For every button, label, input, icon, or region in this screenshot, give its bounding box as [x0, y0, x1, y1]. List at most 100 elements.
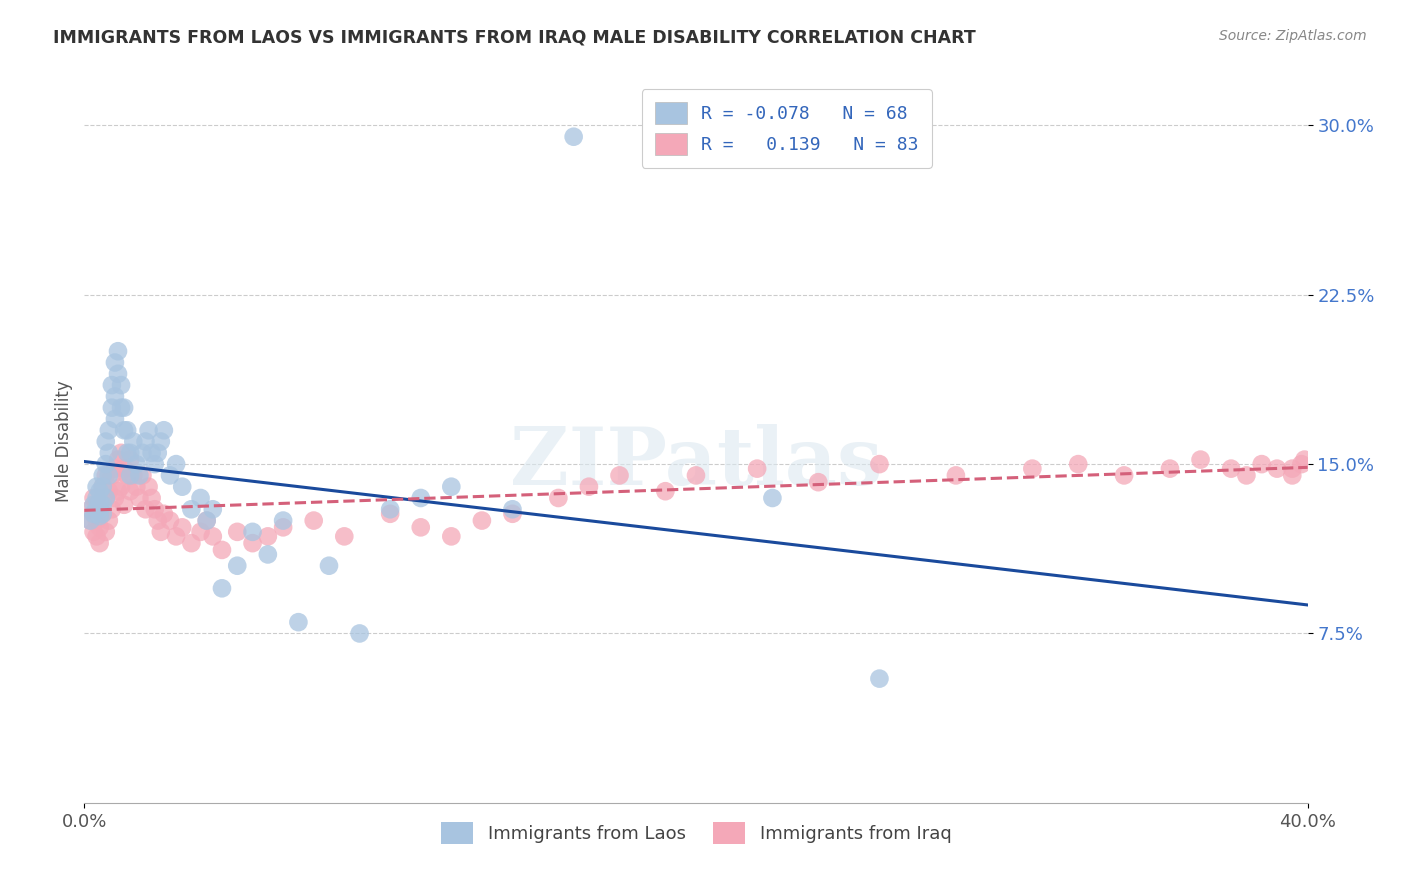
Point	[110, 446, 132, 460]
Point	[1291, 457, 1313, 471]
Point	[1294, 452, 1316, 467]
Point	[112, 461, 135, 475]
Point	[409, 520, 432, 534]
Point	[94, 491, 117, 505]
Point	[91, 507, 114, 521]
Point	[201, 529, 224, 543]
Point	[86, 529, 108, 543]
Point	[107, 367, 129, 381]
Point	[1189, 452, 1212, 467]
Point	[86, 480, 108, 494]
Point	[349, 626, 371, 640]
Point	[101, 502, 124, 516]
Point	[761, 491, 783, 505]
Point	[86, 502, 108, 516]
Point	[226, 558, 249, 573]
Point	[1281, 468, 1303, 483]
Point	[172, 520, 194, 534]
Point	[143, 502, 166, 516]
Point	[112, 498, 135, 512]
Point	[135, 434, 157, 449]
Point	[502, 502, 524, 516]
Point	[257, 548, 280, 562]
Point	[91, 480, 114, 494]
Point	[409, 491, 432, 505]
Point	[112, 401, 135, 415]
Point	[89, 502, 111, 516]
Point	[120, 484, 142, 499]
Point	[562, 129, 585, 144]
Point	[869, 672, 891, 686]
Point	[159, 514, 181, 528]
Point	[89, 502, 111, 516]
Point	[97, 484, 120, 499]
Point	[110, 378, 132, 392]
Point	[131, 468, 153, 483]
Point	[1159, 461, 1181, 475]
Point	[89, 509, 111, 524]
Text: Source: ZipAtlas.com: Source: ZipAtlas.com	[1219, 29, 1367, 43]
Point	[94, 491, 117, 505]
Point	[578, 480, 600, 494]
Point	[153, 507, 176, 521]
Point	[609, 468, 631, 483]
Point	[153, 423, 176, 437]
Point	[180, 536, 202, 550]
Point	[97, 446, 120, 460]
Y-axis label: Male Disability: Male Disability	[55, 381, 73, 502]
Point	[242, 536, 264, 550]
Point	[79, 514, 101, 528]
Point	[94, 468, 117, 483]
Point	[125, 480, 148, 494]
Point	[101, 401, 124, 415]
Point	[104, 389, 127, 403]
Point	[110, 480, 132, 494]
Point	[149, 524, 172, 539]
Point	[89, 536, 111, 550]
Point	[86, 498, 108, 512]
Point	[318, 558, 340, 573]
Point	[138, 480, 160, 494]
Point	[97, 468, 120, 483]
Point	[79, 514, 101, 528]
Point	[380, 507, 402, 521]
Point	[97, 423, 120, 437]
Point	[107, 452, 129, 467]
Point	[1265, 461, 1288, 475]
Point	[104, 412, 127, 426]
Point	[226, 524, 249, 539]
Point	[1281, 461, 1303, 475]
Point	[149, 434, 172, 449]
Point	[685, 468, 707, 483]
Point	[107, 344, 129, 359]
Point	[195, 514, 218, 528]
Point	[79, 502, 101, 516]
Point	[165, 529, 187, 543]
Point	[302, 514, 325, 528]
Point	[440, 480, 463, 494]
Point	[83, 498, 105, 512]
Text: ZIPatlas: ZIPatlas	[510, 425, 882, 502]
Point	[115, 468, 138, 483]
Point	[502, 507, 524, 521]
Point	[547, 491, 569, 505]
Point	[115, 446, 138, 460]
Point	[141, 491, 163, 505]
Point	[257, 529, 280, 543]
Point	[120, 446, 142, 460]
Point	[83, 507, 105, 521]
Point	[91, 468, 114, 483]
Point	[172, 480, 194, 494]
Point	[146, 514, 169, 528]
Point	[945, 468, 967, 483]
Point	[89, 484, 111, 499]
Point	[1021, 461, 1043, 475]
Point	[86, 514, 108, 528]
Point	[141, 446, 163, 460]
Point	[107, 484, 129, 499]
Point	[180, 502, 202, 516]
Point	[120, 468, 142, 483]
Point	[869, 457, 891, 471]
Point	[122, 468, 145, 483]
Point	[201, 502, 224, 516]
